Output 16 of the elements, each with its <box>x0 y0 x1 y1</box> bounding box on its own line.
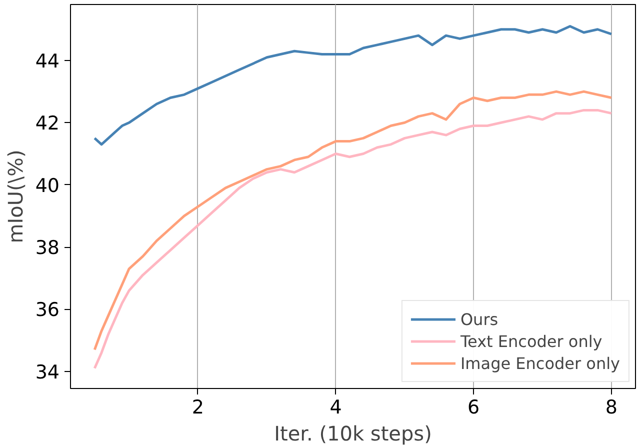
x-tick-label: 8 <box>605 396 618 418</box>
legend-label: Text Encoder only <box>460 332 602 350</box>
legend-label: Image Encoder only <box>460 354 620 372</box>
line-series <box>93 25 613 146</box>
y-tick-label: 34 <box>35 361 60 384</box>
y-axis-title: mIoU(\%) <box>3 150 28 244</box>
legend-label: Ours <box>460 310 498 328</box>
x-tick-label: 6 <box>468 396 480 418</box>
y-tick-label: 36 <box>35 299 60 322</box>
x-axis-title: Iter. (10k steps) <box>274 422 432 446</box>
y-tick-label: 42 <box>35 112 60 135</box>
y-tick-label: 38 <box>35 237 60 260</box>
y-tick-label: 40 <box>35 174 60 197</box>
x-tick-label: 4 <box>330 396 342 418</box>
y-tick-label: 44 <box>35 50 60 72</box>
x-tick-label: 2 <box>192 396 204 418</box>
